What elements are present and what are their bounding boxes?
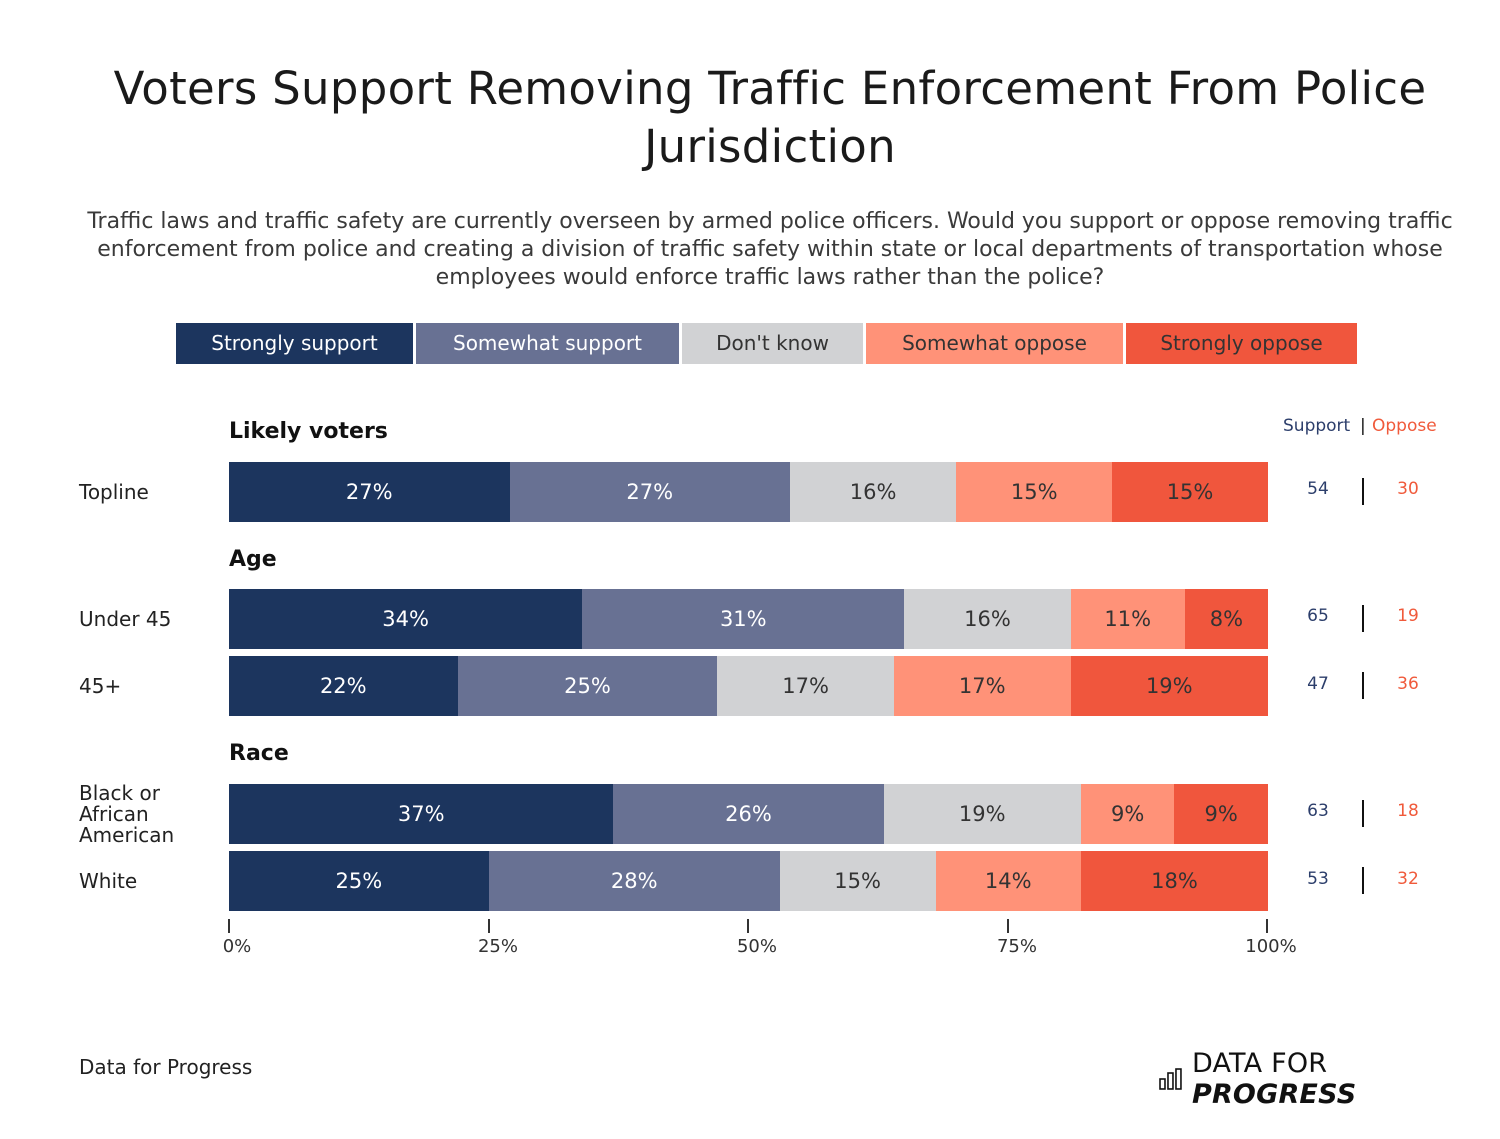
- divider-black-or-african-american: [1362, 800, 1364, 827]
- bar-black-or-african-american: 37% 26% 19% 9% 9%: [229, 784, 1268, 844]
- segment-under-45-dont-know: 16%: [904, 589, 1071, 649]
- x-tick-75: [1007, 919, 1009, 933]
- segment-white-somewhat-oppose: 14%: [935, 851, 1081, 911]
- segment-white-strongly-support: 25%: [229, 851, 489, 911]
- oppose-header: Oppose: [1372, 416, 1437, 436]
- bar-45-plus: 22% 25% 17% 17% 19%: [229, 656, 1268, 716]
- segment-topline-strongly-support: 27%: [229, 462, 510, 522]
- x-tick-label-25: 25%: [477, 936, 518, 957]
- oppose-value-under-45: 19: [1397, 606, 1419, 626]
- group-title-age: Age: [229, 547, 277, 572]
- segment-white-somewhat-support: 28%: [488, 851, 780, 911]
- segment-under-45-somewhat-oppose: 11%: [1070, 589, 1185, 649]
- segment-topline-dont-know: 16%: [790, 462, 957, 522]
- legend: Strongly support Somewhat support Don't …: [176, 323, 1357, 364]
- x-tick-50: [747, 919, 749, 933]
- bar-white: 25% 28% 15% 14% 18%: [229, 851, 1268, 911]
- segment-black-or-african-american-somewhat-oppose: 9%: [1080, 784, 1175, 844]
- chart-title: Voters Support Removing Traffic Enforcem…: [113, 62, 1427, 173]
- x-tick-100: [1266, 919, 1268, 933]
- legend-dont-know: Don't know: [682, 323, 863, 364]
- bar-under-45: 34% 31% 16% 11% 8%: [229, 589, 1268, 649]
- segment-under-45-strongly-oppose: 8%: [1184, 589, 1268, 649]
- legend-strongly-oppose: Strongly oppose: [1126, 323, 1357, 364]
- segment-45-plus-somewhat-oppose: 17%: [893, 656, 1071, 716]
- segment-black-or-african-american-strongly-support: 37%: [229, 784, 614, 844]
- segment-topline-somewhat-support: 27%: [509, 462, 791, 522]
- group-title-race: Race: [229, 741, 289, 766]
- source-note: Data for Progress: [79, 1055, 253, 1079]
- oppose-value-white: 32: [1397, 869, 1419, 889]
- divider-under-45: [1362, 605, 1364, 632]
- support-value-black-or-african-american: 63: [1307, 801, 1329, 821]
- brand-text-plain: DATA FOR: [1191, 1048, 1328, 1079]
- support-value-under-45: 65: [1307, 606, 1329, 626]
- legend-somewhat-oppose: Somewhat oppose: [866, 323, 1123, 364]
- oppose-value-45-plus: 36: [1397, 674, 1419, 694]
- segment-45-plus-somewhat-support: 25%: [457, 656, 718, 716]
- divider-topline: [1362, 478, 1364, 505]
- x-tick-0: [228, 919, 230, 933]
- row-label-black-or-african-american: Black or African American: [79, 780, 175, 847]
- row-label-white: White: [79, 868, 138, 893]
- bar-topline: 27% 27% 16% 15% 15%: [229, 462, 1268, 522]
- brand-text-bold: PROGRESS: [1191, 1079, 1357, 1110]
- segment-45-plus-strongly-support: 22%: [229, 656, 458, 716]
- support-header: Support: [1283, 416, 1351, 436]
- segment-topline-somewhat-oppose: 15%: [956, 462, 1113, 522]
- support-value-white: 53: [1307, 869, 1329, 889]
- oppose-value-topline: 30: [1397, 479, 1419, 499]
- x-tick-label-0: 0%: [222, 936, 252, 957]
- divider-45-plus: [1362, 672, 1364, 699]
- support-value-topline: 54: [1307, 479, 1329, 499]
- segment-45-plus-dont-know: 17%: [717, 656, 894, 716]
- x-tick-label-50: 50%: [736, 936, 777, 957]
- group-title-likely-voters: Likely voters: [229, 419, 388, 444]
- segment-topline-strongly-oppose: 15%: [1112, 462, 1268, 522]
- segment-black-or-african-american-strongly-oppose: 9%: [1174, 784, 1268, 844]
- segment-black-or-african-american-dont-know: 19%: [883, 784, 1081, 844]
- oppose-value-black-or-african-american: 18: [1397, 801, 1419, 821]
- row-label-45-plus: 45+: [79, 673, 122, 698]
- segment-black-or-african-american-somewhat-support: 26%: [613, 784, 884, 844]
- chart-subtitle: Traffic laws and traffic safety are curr…: [87, 209, 1453, 290]
- bar-chart-icon: [1159, 1068, 1182, 1090]
- legend-somewhat-support: Somewhat support: [416, 323, 679, 364]
- legend-strongly-support: Strongly support: [176, 323, 413, 364]
- support-value-45-plus: 47: [1307, 674, 1329, 694]
- x-tick-25: [488, 919, 490, 933]
- row-label-topline: Topline: [79, 479, 149, 504]
- segment-under-45-strongly-support: 34%: [229, 589, 583, 649]
- brand-text: DATA FOR PROGRESS: [1192, 1048, 1500, 1110]
- x-tick-label-75: 75%: [996, 936, 1037, 957]
- segment-45-plus-strongly-oppose: 19%: [1070, 656, 1268, 716]
- x-tick-label-100: 100%: [1245, 936, 1297, 957]
- brand-logo: DATA FOR PROGRESS: [1158, 1048, 1500, 1110]
- segment-white-strongly-oppose: 18%: [1080, 851, 1268, 911]
- row-label-under-45: Under 45: [79, 606, 172, 631]
- divider-white: [1362, 867, 1364, 894]
- header-separator: |: [1360, 416, 1366, 436]
- segment-under-45-somewhat-support: 31%: [582, 589, 905, 649]
- segment-white-dont-know: 15%: [779, 851, 936, 911]
